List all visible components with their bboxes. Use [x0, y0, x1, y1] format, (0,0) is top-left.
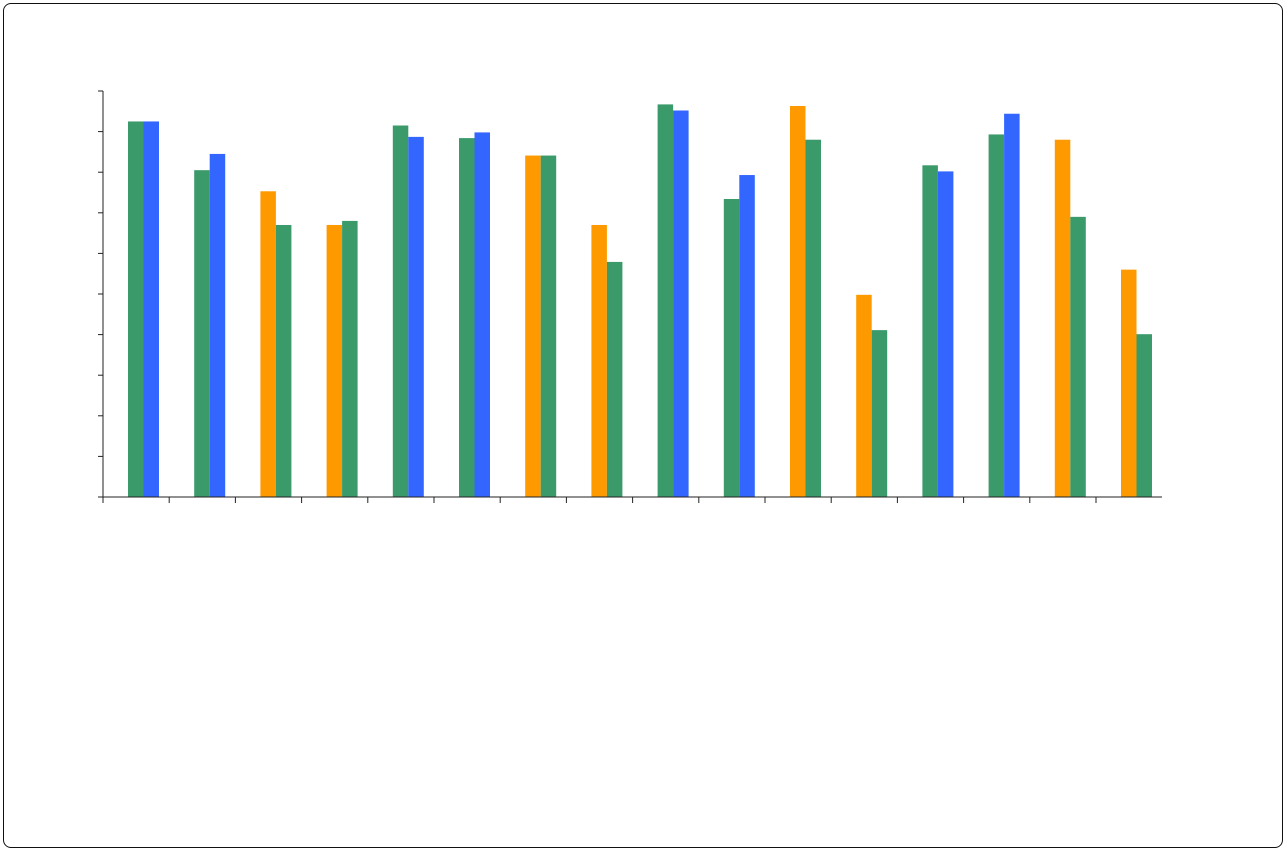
bar-orange-group-4 [326, 224, 343, 498]
bar-blue-group-6 [474, 132, 490, 497]
bar-green-group-10 [723, 199, 740, 497]
bar-green-group-9 [657, 104, 674, 498]
bar-green-group-12 [871, 330, 888, 497]
bar-orange-group-15 [1054, 139, 1071, 497]
bar-blue-group-2 [209, 153, 226, 497]
bar-green-group-6 [459, 138, 475, 497]
bars-layer [128, 104, 1152, 498]
bar-orange-group-7 [525, 155, 541, 498]
bar-green-group-3 [275, 224, 292, 498]
axes-layer [98, 90, 1162, 503]
bar-green-group-1 [128, 121, 144, 497]
bar-blue-group-14 [1004, 113, 1020, 498]
bar-green-group-2 [194, 170, 210, 498]
bar-green-group-4 [342, 220, 358, 498]
bar-orange-group-11 [790, 106, 806, 498]
bar-green-group-8 [606, 261, 623, 497]
bar-green-group-11 [805, 139, 821, 497]
bar-orange-group-12 [856, 294, 872, 497]
bar-orange-group-16 [1121, 269, 1137, 497]
bar-green-group-16 [1136, 334, 1152, 497]
bar-orange-group-3 [260, 191, 276, 497]
bar-green-group-14 [988, 134, 1005, 497]
bar-green-group-7 [540, 155, 557, 498]
bar-blue-group-9 [673, 110, 689, 498]
bar-orange-group-8 [591, 224, 607, 498]
bar-blue-group-10 [739, 175, 755, 498]
bar-green-group-13 [922, 165, 938, 498]
bar-blue-group-13 [937, 171, 954, 497]
bar-green-group-5 [392, 125, 409, 497]
bar-blue-group-1 [143, 121, 159, 497]
bar-blue-group-5 [408, 136, 424, 497]
bar-green-group-15 [1070, 216, 1086, 498]
